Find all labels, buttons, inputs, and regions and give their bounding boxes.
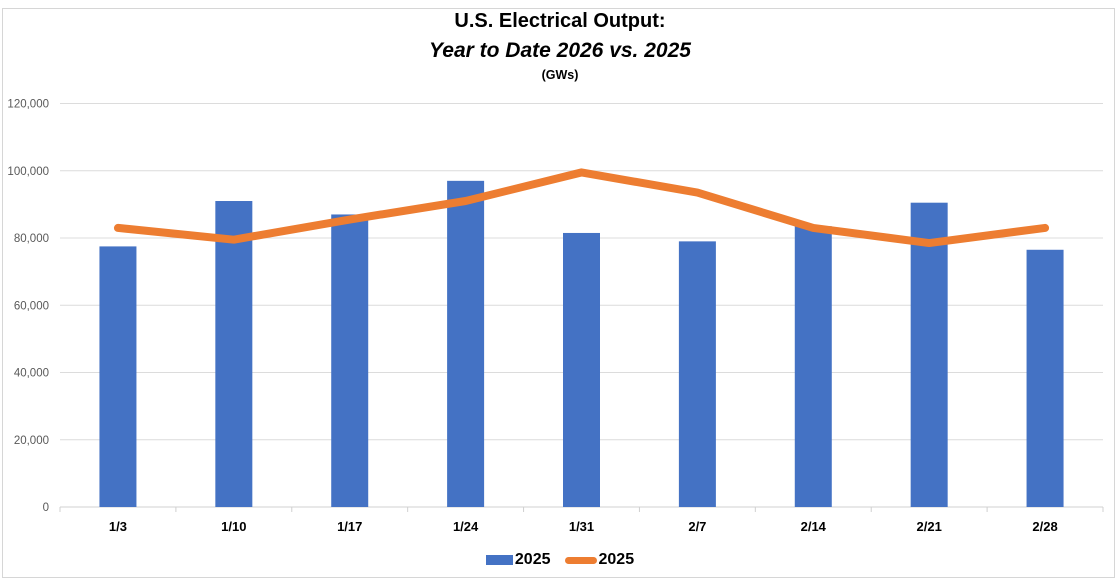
y-tick-label: 40,000: [14, 368, 49, 380]
y-tick-label: 60,000: [14, 300, 49, 312]
x-category-label: 2/21: [917, 519, 942, 534]
bar-1/10: [215, 201, 253, 507]
bar-2/28: [1026, 249, 1064, 508]
legend-bar-swatch: [485, 555, 513, 565]
legend-label: 2025: [514, 551, 551, 568]
legend-line-swatch: [564, 556, 597, 564]
bar-1/17: [331, 214, 369, 507]
chart-subtitle: Year to Date 2026 vs. 2025: [429, 39, 691, 62]
chart-units-label: (GWs): [541, 68, 579, 83]
bar-1/3: [99, 246, 137, 507]
x-category-label: 2/14: [801, 519, 827, 534]
y-tick-label: 120,000: [7, 99, 49, 111]
bar-2/14: [794, 226, 832, 507]
x-category-label: 1/24: [453, 519, 479, 534]
y-tick-label: 20,000: [14, 435, 49, 447]
x-category-label: 1/3: [109, 519, 127, 534]
chart-header: U.S. Electrical Output: Year to Date 202…: [0, 10, 1120, 83]
x-category-label: 2/28: [1032, 519, 1057, 534]
x-category-label: 2/7: [688, 519, 706, 534]
bar-1/24: [447, 180, 485, 507]
y-tick-label: 80,000: [14, 233, 49, 245]
legend-label: 2025: [598, 551, 635, 568]
x-category-label: 1/17: [337, 519, 362, 534]
chart-title: U.S. Electrical Output:: [454, 10, 666, 32]
bar-2/21: [910, 202, 948, 507]
bar-1/31: [563, 232, 600, 508]
y-tick-label: 0: [43, 502, 49, 514]
y-tick-label: 100,000: [7, 166, 49, 178]
legend-item-line: 2025: [564, 551, 635, 569]
legend: 2025 2025: [0, 547, 1120, 573]
legend-item-bar: 2025: [485, 551, 551, 569]
x-category-label: 1/31: [569, 519, 594, 534]
bar-2/7: [678, 241, 716, 508]
line-series: [113, 168, 1050, 248]
x-category-label: 1/10: [221, 519, 246, 534]
